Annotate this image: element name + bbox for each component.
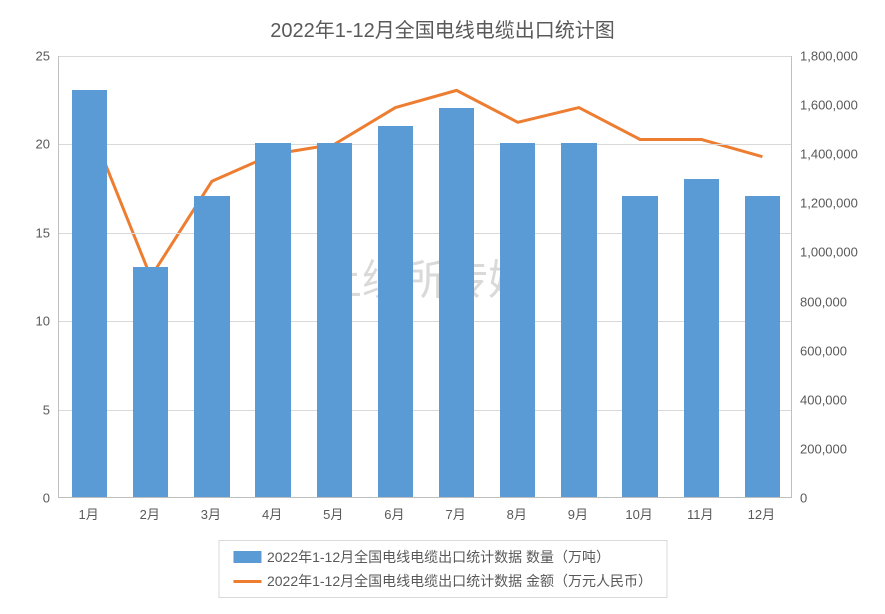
x-tick-label: 1月 xyxy=(78,504,98,523)
gridline xyxy=(59,321,791,322)
line-path xyxy=(90,90,763,277)
x-tick-label: 8月 xyxy=(507,504,527,523)
gridline xyxy=(59,233,791,234)
x-tick-label: 2月 xyxy=(140,504,160,523)
bar xyxy=(133,267,168,497)
legend-item: 2022年1-12月全国电线电缆出口统计数据 数量（万吨） xyxy=(233,547,652,567)
y-right-tick-label: 600,000 xyxy=(800,343,847,358)
gridline xyxy=(59,144,791,145)
bar xyxy=(72,90,107,497)
bar xyxy=(500,143,535,497)
bar xyxy=(622,196,657,497)
bar xyxy=(255,143,290,497)
x-tick-label: 11月 xyxy=(687,504,714,523)
bar xyxy=(439,108,474,497)
x-tick-label: 10月 xyxy=(625,504,652,523)
bar xyxy=(684,179,719,497)
y-right-tick-label: 1,200,000 xyxy=(800,196,858,211)
gridline xyxy=(59,56,791,57)
gridline xyxy=(59,410,791,411)
chart-container: 2022年1-12月全国电线电缆出口统计图 上缆所传媒 2022年1-12月全国… xyxy=(0,0,885,614)
legend-label: 2022年1-12月全国电线电缆出口统计数据 数量（万吨） xyxy=(267,547,610,567)
x-tick-label: 12月 xyxy=(748,504,775,523)
bar xyxy=(745,196,780,497)
bar xyxy=(317,143,352,497)
legend-swatch-line xyxy=(233,580,261,583)
y-right-tick-label: 1,000,000 xyxy=(800,245,858,260)
y-right-tick-label: 1,400,000 xyxy=(800,147,858,162)
bar xyxy=(561,143,596,497)
bar xyxy=(194,196,229,497)
x-tick-label: 4月 xyxy=(262,504,282,523)
y-right-tick-label: 0 xyxy=(800,491,807,506)
x-tick-label: 6月 xyxy=(384,504,404,523)
plot-area: 上缆所传媒 xyxy=(58,56,792,498)
y-right-tick-label: 800,000 xyxy=(800,294,847,309)
x-tick-label: 5月 xyxy=(323,504,343,523)
y-right-tick-label: 200,000 xyxy=(800,441,847,456)
legend-swatch-bar xyxy=(233,551,261,563)
x-tick-label: 7月 xyxy=(445,504,465,523)
y-right-tick-label: 400,000 xyxy=(800,392,847,407)
x-tick-label: 3月 xyxy=(201,504,221,523)
y-right-tick-label: 1,800,000 xyxy=(800,49,858,64)
legend-item: 2022年1-12月全国电线电缆出口统计数据 金额（万元人民币） xyxy=(233,571,652,591)
y-right-tick-label: 1,600,000 xyxy=(800,98,858,113)
legend: 2022年1-12月全国电线电缆出口统计数据 数量（万吨） 2022年1-12月全… xyxy=(218,540,667,598)
x-tick-label: 9月 xyxy=(568,504,588,523)
bar xyxy=(378,126,413,497)
legend-label: 2022年1-12月全国电线电缆出口统计数据 金额（万元人民币） xyxy=(267,571,652,591)
chart-title: 2022年1-12月全国电线电缆出口统计图 xyxy=(0,14,885,43)
